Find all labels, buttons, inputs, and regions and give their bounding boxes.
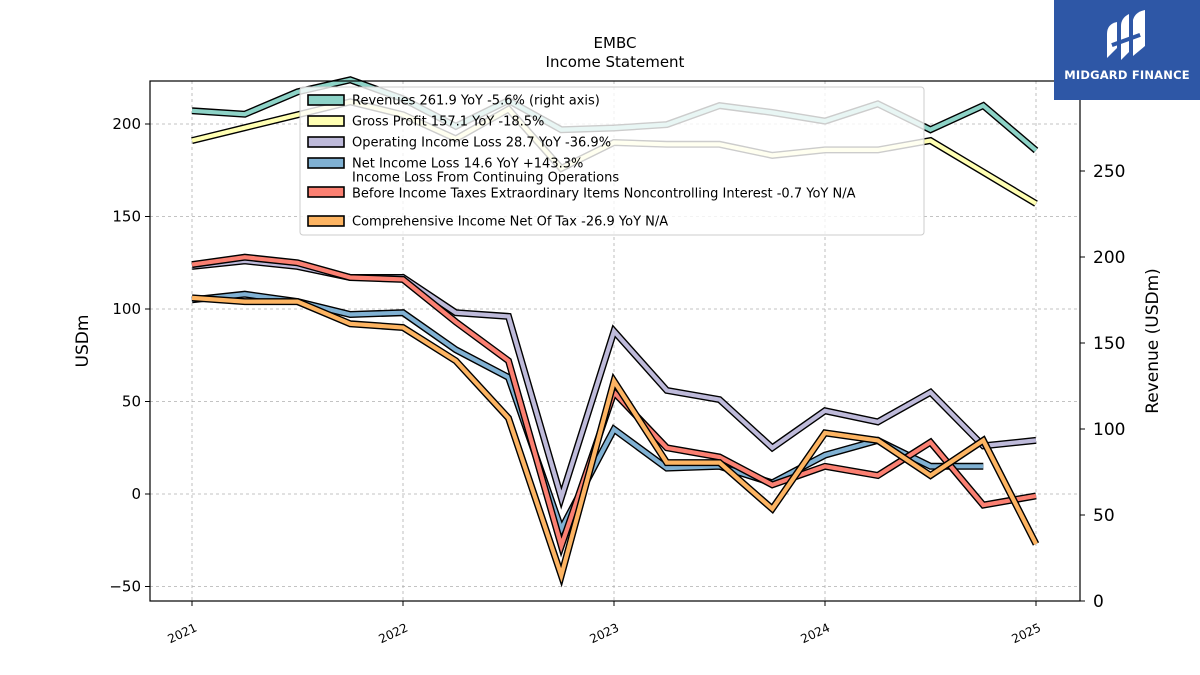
y-axis-label-right: Revenue (USDm) — [1143, 268, 1163, 414]
y-axis-label-left: USDm — [73, 315, 93, 368]
y-tick-label-right: 0 — [1093, 592, 1104, 612]
legend-label: Operating Income Loss 28.7 YoY -36.9% — [352, 136, 611, 151]
legend-swatch — [307, 136, 345, 148]
y-tick-label-right: 100 — [1093, 420, 1125, 440]
y-tick-label-right: 150 — [1093, 334, 1125, 354]
y-tick-label-left: 200 — [112, 115, 141, 133]
legend-swatch — [307, 215, 345, 227]
y-tick-label-left: −50 — [109, 578, 141, 596]
legend-swatch — [307, 157, 345, 169]
y-tick-label-right: 50 — [1093, 506, 1115, 526]
legend-box — [299, 86, 925, 236]
y-tick-label-right: 250 — [1093, 162, 1125, 182]
chart-subtitle: Income Statement — [546, 53, 685, 71]
midgard-logo-icon — [1107, 10, 1145, 60]
legend-label: Income Loss From Continuing Operations Be… — [352, 171, 856, 202]
legend-label: Comprehensive Income Net Of Tax -26.9 Yo… — [352, 215, 668, 230]
legend-swatch — [307, 94, 345, 106]
y-tick-label-left: 50 — [122, 393, 141, 411]
x-tick-label: 2024 — [799, 621, 833, 647]
legend-swatch — [307, 186, 345, 198]
y-tick-label-left: 150 — [112, 208, 141, 226]
legend-label: Revenues 261.9 YoY -5.6% (right axis) — [352, 94, 600, 109]
plot-frame — [149, 80, 1081, 602]
legend-label: Gross Profit 157.1 YoY -18.5% — [352, 115, 544, 130]
y-tick-label-left: 100 — [112, 300, 141, 318]
x-tick-label: 2025 — [1010, 621, 1044, 647]
y-tick-label-right: 200 — [1093, 248, 1125, 268]
x-tick-label: 2023 — [588, 621, 622, 647]
legend-label: Net Income Loss 14.6 YoY +143.3% — [352, 157, 583, 172]
y-tick-label-left: 0 — [131, 485, 141, 503]
legend: Revenues 261.9 YoY -5.6% (right axis) Gro… — [299, 86, 925, 236]
series-6 — [191, 294, 1040, 588]
x-tick-label: 2021 — [166, 621, 200, 647]
chart-title: EMBC — [594, 34, 637, 52]
series-line — [191, 295, 1038, 583]
legend-swatch — [307, 115, 345, 127]
logo-text: MIDGARD FINANCE — [1064, 68, 1190, 82]
brand-logo: MIDGARD FINANCE — [1054, 0, 1200, 100]
x-tick-label: 2022 — [377, 621, 411, 647]
axes: −50 0 50 100 150 200 0 50 100 150 200 250 2021 2022 20… — [109, 115, 1125, 646]
